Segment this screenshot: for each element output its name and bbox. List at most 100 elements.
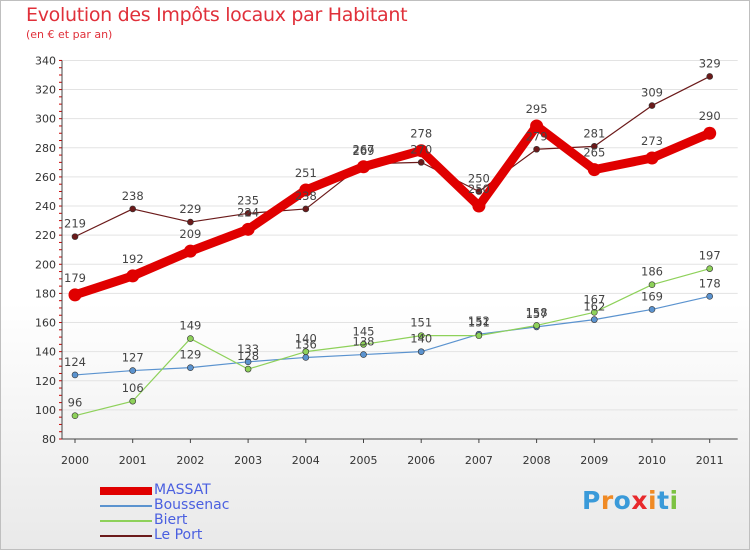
x-tick-label: 2004 xyxy=(292,454,320,467)
data-label-boussenac: 127 xyxy=(122,351,144,365)
x-tick-label: 2002 xyxy=(176,454,204,467)
data-label-biert: 149 xyxy=(179,319,201,333)
data-label-le-port: 279 xyxy=(526,129,548,143)
data-label-le-port: 235 xyxy=(237,193,259,207)
legend-label-boussenac: Boussenac xyxy=(154,497,230,513)
data-point-le-port xyxy=(244,210,252,217)
y-tick-label: 320 xyxy=(35,84,56,97)
data-label-massat: 224 xyxy=(237,205,259,219)
data-point-biert xyxy=(475,332,483,339)
x-tick-label: 2008 xyxy=(523,454,551,467)
data-point-biert xyxy=(129,397,136,405)
chart-title: Evolution des Impôts locaux par Habitant xyxy=(26,4,408,26)
data-label-biert: 151 xyxy=(468,316,490,330)
data-label-biert: 186 xyxy=(641,265,663,279)
data-label-massat: 267 xyxy=(353,143,375,157)
data-point-massat xyxy=(357,160,370,174)
data-label-biert: 158 xyxy=(526,305,548,319)
data-point-le-port xyxy=(590,143,598,150)
data-point-biert xyxy=(417,332,425,339)
data-label-massat: 179 xyxy=(64,271,86,285)
y-tick-label: 180 xyxy=(35,287,56,300)
data-label-biert: 96 xyxy=(68,396,83,410)
data-point-biert xyxy=(533,322,540,329)
y-tick-label: 80 xyxy=(42,433,56,446)
legend-swatch-biert xyxy=(100,520,152,522)
data-label-biert: 151 xyxy=(410,316,432,330)
data-label-massat: 295 xyxy=(526,102,548,116)
data-point-le-port xyxy=(706,73,714,80)
data-label-le-port: 309 xyxy=(641,86,663,100)
data-label-biert: 145 xyxy=(353,324,375,338)
legend-swatch-le-port xyxy=(100,535,152,537)
y-tick-label: 220 xyxy=(35,229,56,242)
data-point-le-port xyxy=(71,233,79,240)
data-point-boussenac xyxy=(187,364,194,371)
data-label-le-port: 219 xyxy=(64,217,86,231)
data-point-biert xyxy=(187,335,194,342)
data-label-massat: 290 xyxy=(699,109,721,123)
data-label-biert: 197 xyxy=(699,249,721,263)
x-tick-label: 2007 xyxy=(465,454,493,467)
data-point-boussenac xyxy=(417,348,425,355)
legend-label-le-port: Le Port xyxy=(154,527,203,543)
data-label-boussenac: 138 xyxy=(353,335,375,349)
data-label-massat: 278 xyxy=(410,127,432,141)
data-point-boussenac xyxy=(648,306,656,313)
data-point-le-port xyxy=(533,145,540,153)
y-tick-label: 260 xyxy=(35,171,56,184)
data-label-biert: 167 xyxy=(583,292,605,306)
logo-letter: P xyxy=(582,486,601,515)
x-tick-label: 2009 xyxy=(580,454,608,467)
data-label-biert: 140 xyxy=(295,332,317,346)
data-point-boussenac xyxy=(71,371,79,379)
data-point-le-port xyxy=(648,102,656,109)
data-label-massat: 209 xyxy=(179,227,201,241)
y-tick-label: 100 xyxy=(35,404,56,417)
logo-letter: x xyxy=(631,486,648,515)
data-label-boussenac: 129 xyxy=(179,348,201,362)
y-tick-label: 200 xyxy=(35,258,56,271)
series-line-massat xyxy=(70,121,715,300)
logo-letter: t xyxy=(657,486,670,515)
data-point-massat xyxy=(299,183,313,197)
logo-letter: i xyxy=(648,486,658,515)
data-label-le-port: 250 xyxy=(468,171,490,185)
data-point-biert xyxy=(71,412,79,420)
y-tick-label: 160 xyxy=(35,317,56,330)
data-point-massat xyxy=(703,126,717,140)
data-point-le-port xyxy=(187,218,194,226)
data-point-massat xyxy=(414,144,428,158)
data-label-le-port: 270 xyxy=(410,142,432,156)
data-label-boussenac: 152 xyxy=(468,314,490,328)
data-label-le-port: 238 xyxy=(122,189,144,203)
logo-letter: i xyxy=(669,486,679,515)
y-tick-label: 140 xyxy=(35,346,56,359)
data-point-le-port xyxy=(417,159,425,166)
y-tick-label: 240 xyxy=(35,200,56,213)
data-label-massat: 250 xyxy=(468,182,490,196)
x-tick-label: 2000 xyxy=(61,454,89,467)
data-point-biert xyxy=(648,281,656,288)
x-tick-label: 2003 xyxy=(234,454,262,467)
data-point-le-port xyxy=(129,205,136,213)
logo-letter: r xyxy=(600,486,614,515)
data-point-biert xyxy=(590,309,598,316)
chart-subtitle: (en € et par an) xyxy=(26,28,113,41)
data-label-le-port: 238 xyxy=(295,189,317,203)
series-line-biert xyxy=(74,268,711,417)
data-label-biert: 106 xyxy=(122,381,144,395)
data-label-massat: 251 xyxy=(295,166,317,180)
data-point-massat xyxy=(126,269,140,283)
data-label-boussenac: 162 xyxy=(583,300,605,314)
data-point-biert xyxy=(302,348,310,355)
data-point-massat xyxy=(645,151,659,165)
logo-letter: o xyxy=(613,486,632,515)
x-tick-label: 2005 xyxy=(350,454,378,467)
data-point-massat xyxy=(68,288,82,302)
series-line-boussenac xyxy=(74,295,711,376)
legend-swatch-massat xyxy=(100,487,152,495)
data-point-biert xyxy=(244,365,252,373)
data-label-boussenac: 178 xyxy=(699,276,721,290)
